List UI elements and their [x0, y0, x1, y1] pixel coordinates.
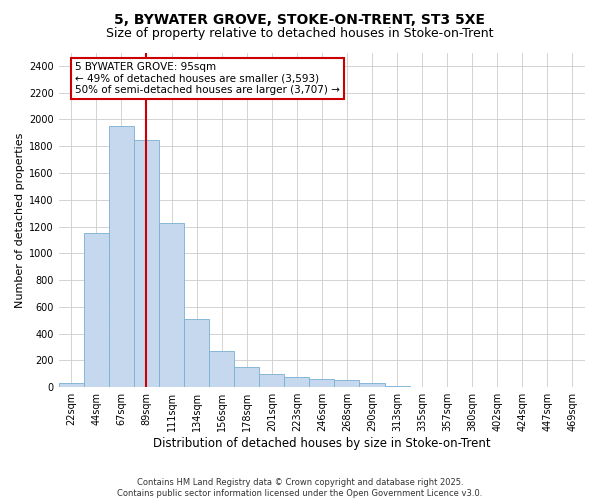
Bar [334, 380, 359, 387]
Text: 5 BYWATER GROVE: 95sqm
← 49% of detached houses are smaller (3,593)
50% of semi-: 5 BYWATER GROVE: 95sqm ← 49% of detached… [75, 62, 340, 95]
Bar [259, 374, 284, 387]
Bar [59, 382, 84, 387]
Bar [410, 386, 434, 387]
Bar [184, 319, 209, 387]
Bar [109, 126, 134, 387]
Bar [134, 140, 159, 387]
Bar [159, 222, 184, 387]
Bar [84, 233, 109, 387]
Text: 5, BYWATER GROVE, STOKE-ON-TRENT, ST3 5XE: 5, BYWATER GROVE, STOKE-ON-TRENT, ST3 5X… [115, 12, 485, 26]
Bar [209, 351, 234, 387]
Bar [284, 377, 310, 387]
Bar [385, 386, 410, 387]
Y-axis label: Number of detached properties: Number of detached properties [15, 132, 25, 308]
Text: Size of property relative to detached houses in Stoke-on-Trent: Size of property relative to detached ho… [106, 28, 494, 40]
Bar [310, 378, 334, 387]
X-axis label: Distribution of detached houses by size in Stoke-on-Trent: Distribution of detached houses by size … [153, 437, 491, 450]
Text: Contains HM Land Registry data © Crown copyright and database right 2025.
Contai: Contains HM Land Registry data © Crown c… [118, 478, 482, 498]
Bar [234, 367, 259, 387]
Bar [359, 384, 385, 387]
